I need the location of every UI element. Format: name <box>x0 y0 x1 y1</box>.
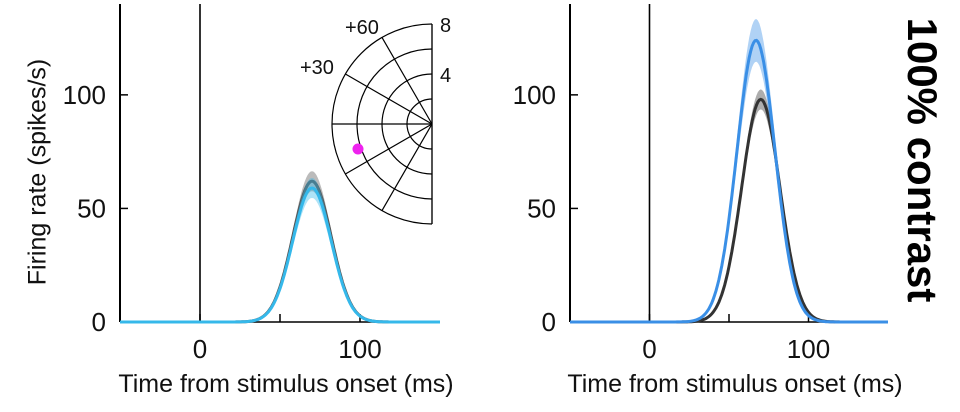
polar-inset: +30 +60 4 8 <box>300 15 451 225</box>
x-tick-label: 0 <box>642 334 656 364</box>
series-line <box>120 179 440 324</box>
x-tick-label: 0 <box>193 334 207 364</box>
polar-point <box>352 143 364 155</box>
series-band <box>120 178 440 322</box>
polar-radius-label: 4 <box>440 65 451 87</box>
series-line <box>120 186 440 324</box>
y-tick-label: 0 <box>542 307 556 337</box>
y-tick-label: 0 <box>92 307 106 337</box>
y-tick-label: 100 <box>513 80 556 110</box>
polar-spoke <box>345 123 433 175</box>
polar-angle-label: +30 <box>300 57 334 79</box>
y-tick-label: 50 <box>527 193 556 223</box>
polar-spoke <box>381 123 433 211</box>
left-panel: 0 50 100 0 100 Time from stimulus onset (ms) <box>63 4 454 398</box>
x-tick-label: 100 <box>338 334 381 364</box>
x-axis-label: Time from stimulus onset (ms) <box>118 370 453 398</box>
x-axis-label: Time from stimulus onset (ms) <box>567 370 902 398</box>
polar-spoke <box>345 73 433 125</box>
series-band <box>570 19 888 322</box>
polar-angle-label: +60 <box>345 17 379 39</box>
series-line <box>570 38 888 324</box>
y-tick-label: 100 <box>63 80 106 110</box>
x-tick-label: 100 <box>787 334 830 364</box>
right-panel: 0 50 100 0 100 Time from stimulus onset (ms) <box>513 4 903 398</box>
y-axis-label: Firing rate (spikes/s) <box>23 58 52 286</box>
y-tick-label: 50 <box>77 193 106 223</box>
series-band <box>570 89 888 323</box>
contrast-label: 100% contrast <box>899 17 946 303</box>
polar-spoke <box>381 37 433 125</box>
polar-radius-label: 8 <box>440 15 451 37</box>
